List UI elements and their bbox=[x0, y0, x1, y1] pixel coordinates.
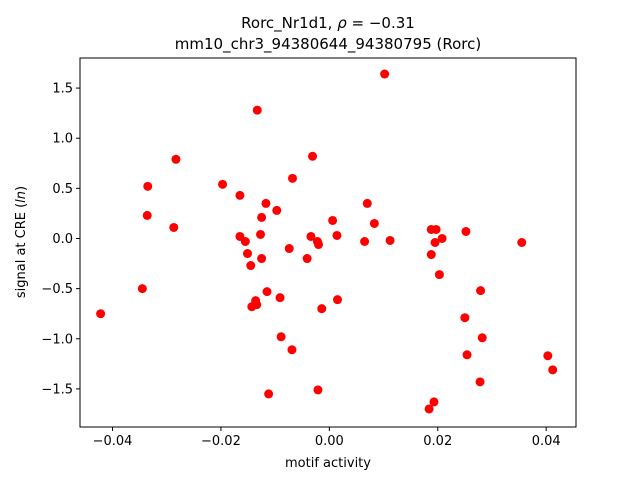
data-point bbox=[476, 286, 486, 296]
data-point bbox=[369, 218, 379, 228]
data-point bbox=[437, 233, 447, 243]
data-point bbox=[360, 237, 370, 246]
data-point bbox=[275, 293, 285, 303]
data-point bbox=[332, 230, 342, 240]
data-point bbox=[430, 238, 440, 247]
data-point bbox=[257, 212, 267, 222]
data-point bbox=[261, 198, 271, 208]
data-point bbox=[240, 237, 250, 246]
data-point bbox=[287, 173, 297, 183]
data-point bbox=[257, 254, 267, 264]
data-point bbox=[332, 295, 342, 305]
data-point bbox=[276, 332, 286, 342]
y-tick-label: 1.0 bbox=[52, 132, 73, 147]
data-point bbox=[308, 151, 318, 161]
data-point bbox=[284, 244, 294, 254]
data-point bbox=[171, 154, 181, 164]
data-point bbox=[306, 231, 316, 241]
chart-title-line1: Rorc_Nr1d1, ρ = −0.31 bbox=[241, 14, 415, 33]
data-point bbox=[137, 284, 147, 294]
data-point bbox=[424, 404, 434, 414]
data-points bbox=[96, 69, 558, 414]
data-point bbox=[169, 222, 179, 232]
data-point bbox=[287, 345, 297, 355]
x-axis-ticks: −0.04 −0.02 0.00 0.02 0.04 bbox=[93, 427, 561, 449]
data-point bbox=[235, 190, 245, 200]
x-tick-label: 0.04 bbox=[532, 434, 561, 449]
y-tick-label: −0.5 bbox=[41, 282, 73, 297]
y-tick-label: 1.5 bbox=[52, 82, 73, 97]
data-point bbox=[142, 210, 152, 220]
chart-title-line2: mm10_chr3_94380644_94380795 (Rorc) bbox=[175, 35, 481, 54]
y-axis-ticks: −1.5 −1.0 −0.5 0.0 0.5 1.0 1.5 bbox=[41, 82, 80, 397]
data-point bbox=[313, 385, 323, 395]
data-point bbox=[328, 215, 338, 225]
data-point bbox=[317, 304, 327, 314]
data-point bbox=[246, 261, 256, 271]
data-point bbox=[517, 238, 527, 247]
data-point bbox=[262, 287, 272, 297]
data-point bbox=[548, 365, 558, 375]
data-point bbox=[380, 69, 390, 79]
x-axis-label: motif activity bbox=[285, 456, 371, 471]
y-tick-label: −1.5 bbox=[41, 382, 73, 397]
data-point bbox=[314, 240, 324, 250]
data-point bbox=[426, 250, 436, 260]
data-point bbox=[543, 351, 553, 361]
data-point bbox=[256, 229, 266, 239]
data-point bbox=[477, 333, 487, 343]
data-point bbox=[143, 181, 153, 191]
data-point bbox=[460, 313, 470, 323]
x-tick-label: 0.02 bbox=[423, 434, 452, 449]
data-point bbox=[429, 397, 439, 407]
data-point bbox=[96, 309, 106, 319]
data-point bbox=[272, 205, 282, 215]
x-tick-label: 0.00 bbox=[315, 434, 344, 449]
plot-frame bbox=[79, 57, 577, 428]
y-tick-label: 0.0 bbox=[52, 232, 73, 247]
data-point bbox=[362, 198, 372, 208]
data-point bbox=[385, 235, 395, 245]
data-point bbox=[462, 350, 472, 360]
data-point bbox=[252, 105, 262, 115]
data-point bbox=[243, 249, 252, 259]
data-point bbox=[252, 300, 262, 310]
data-point bbox=[475, 377, 485, 387]
data-point bbox=[461, 226, 471, 236]
y-tick-label: 0.5 bbox=[52, 182, 73, 197]
data-point bbox=[434, 270, 444, 280]
y-tick-label: −1.0 bbox=[41, 332, 73, 347]
y-axis-label: signal at CRE (ln) bbox=[14, 186, 29, 298]
data-point bbox=[218, 179, 228, 189]
x-tick-label: −0.02 bbox=[201, 434, 241, 449]
data-point bbox=[264, 389, 274, 399]
x-tick-label: −0.04 bbox=[93, 434, 133, 449]
data-point bbox=[302, 254, 312, 264]
data-point bbox=[431, 224, 441, 234]
